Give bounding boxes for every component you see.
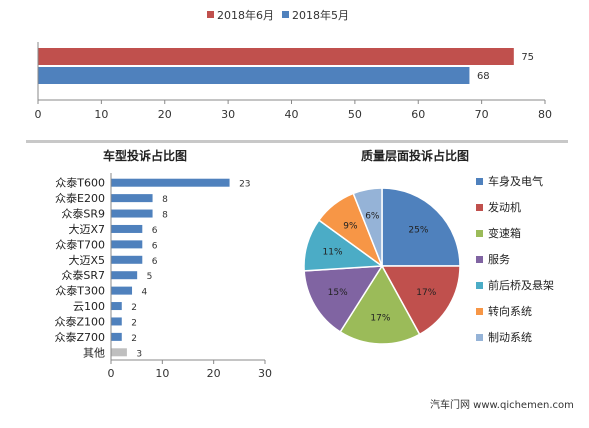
category-label-3: 大迈X7 bbox=[68, 222, 105, 236]
model-bar-5 bbox=[111, 255, 143, 264]
pie-label-5: 9% bbox=[343, 221, 358, 231]
model-data-label-0: 23 bbox=[239, 180, 250, 190]
top-x-tick-label-5: 50 bbox=[348, 108, 362, 121]
quality-complaint-chart: 质量层面投诉占比图 25% 17% 17% 15% 11% 9% 6% 车身及电气发动机变速箱服… bbox=[303, 148, 554, 345]
category-label-10: 众泰Z700 bbox=[54, 330, 105, 344]
category-label-11: 其他 bbox=[83, 346, 105, 359]
model-data-label-1: 8 bbox=[162, 195, 168, 205]
pie-label-0: 25% bbox=[408, 226, 428, 236]
model-bar-0 bbox=[111, 178, 230, 187]
model-data-label-10: 2 bbox=[131, 334, 137, 344]
legend-swatch-0 bbox=[207, 11, 214, 18]
pie-legend-label-5: 转向系统 bbox=[488, 304, 532, 318]
pie-legend-swatch-3 bbox=[476, 256, 483, 263]
pie-legend-label-0: 车身及电气 bbox=[488, 174, 543, 188]
chart-title: 质量层面投诉占比图 bbox=[361, 148, 469, 163]
category-label-9: 众泰Z100 bbox=[54, 314, 105, 328]
top-x-tick-label-8: 80 bbox=[538, 108, 552, 121]
pie-legend-swatch-0 bbox=[476, 178, 483, 185]
model-bar-1 bbox=[111, 194, 153, 203]
legend-label-1: 2018年5月 bbox=[292, 8, 349, 22]
model-data-label-8: 2 bbox=[131, 303, 137, 313]
pie-legend-swatch-2 bbox=[476, 230, 483, 237]
model-data-label-3: 6 bbox=[152, 226, 158, 236]
legend-label-0: 2018年6月 bbox=[217, 8, 274, 22]
category-label-7: 众泰T300 bbox=[55, 284, 105, 298]
pie-slice-0 bbox=[381, 187, 461, 267]
top-x-tick-label-6: 60 bbox=[411, 108, 425, 121]
category-label-4: 众泰T700 bbox=[55, 237, 105, 251]
category-label-2: 众泰SR9 bbox=[61, 207, 105, 221]
monthly-comparison-chart: 2018年6月 2018年5月 0 10 20 30 40 50 60 70 80 75 68 bbox=[35, 8, 553, 121]
pie-label-6: 6% bbox=[365, 211, 380, 221]
pie-legend-swatch-5 bbox=[476, 308, 483, 315]
model-bar-4 bbox=[111, 240, 143, 249]
model-data-label-5: 6 bbox=[152, 257, 158, 267]
pie-slice-3 bbox=[303, 265, 384, 333]
pie-legend-label-4: 前后桥及悬架 bbox=[488, 278, 554, 292]
pie-legend-swatch-4 bbox=[476, 282, 483, 289]
top-x-tick-label-1: 10 bbox=[94, 108, 108, 121]
model-bar-8 bbox=[111, 302, 122, 311]
model-bar-11 bbox=[111, 348, 127, 357]
bar-1 bbox=[38, 67, 470, 84]
pie-legend-label-3: 服务 bbox=[488, 253, 510, 266]
chart-title: 车型投诉占比图 bbox=[103, 148, 187, 163]
pie-legend-swatch-1 bbox=[476, 204, 483, 211]
pie-label-3: 15% bbox=[328, 288, 348, 298]
data-label-0: 75 bbox=[521, 52, 534, 63]
model-data-label-6: 5 bbox=[147, 272, 153, 282]
watermark: 汽车门网 www.qichemen.com bbox=[430, 400, 574, 411]
model-bar-7 bbox=[111, 286, 133, 295]
model-x-tick-label-0: 0 bbox=[108, 367, 115, 380]
pie-legend-swatch-6 bbox=[476, 334, 483, 341]
category-label-6: 众泰SR7 bbox=[61, 268, 105, 282]
model-bar-2 bbox=[111, 209, 153, 218]
model-bar-6 bbox=[111, 271, 138, 280]
data-label-1: 68 bbox=[477, 71, 490, 82]
pie-slice-1 bbox=[380, 265, 461, 336]
model-x-tick-label-2: 20 bbox=[207, 367, 221, 380]
category-label-0: 众泰T600 bbox=[55, 176, 105, 190]
top-x-tick-label-3: 30 bbox=[221, 108, 235, 121]
pie-slice-6 bbox=[352, 187, 383, 267]
pie-label-1: 17% bbox=[416, 288, 436, 298]
pie-label-2: 17% bbox=[370, 313, 390, 323]
model-bar-3 bbox=[111, 224, 143, 233]
pie-slice-2 bbox=[339, 264, 421, 345]
pie-label-4: 11% bbox=[323, 248, 343, 258]
pie-legend-label-2: 变速箱 bbox=[488, 226, 521, 240]
model-data-label-11: 3 bbox=[136, 349, 142, 359]
model-bar-9 bbox=[111, 317, 122, 326]
top-x-tick-label-2: 20 bbox=[158, 108, 172, 121]
top-x-tick-label-4: 40 bbox=[285, 108, 299, 121]
pie-legend-label-1: 发动机 bbox=[488, 200, 521, 214]
category-label-8: 云100 bbox=[73, 300, 105, 313]
category-label-1: 众泰E200 bbox=[55, 191, 105, 205]
top-x-tick-label-7: 70 bbox=[475, 108, 489, 121]
model-x-tick-label-1: 10 bbox=[155, 367, 169, 380]
model-data-label-4: 6 bbox=[152, 241, 158, 251]
section-divider bbox=[26, 140, 568, 143]
model-data-label-7: 4 bbox=[142, 288, 148, 298]
category-label-5: 大迈X5 bbox=[68, 253, 105, 267]
top-x-tick-label-0: 0 bbox=[35, 108, 42, 121]
model-bar-10 bbox=[111, 332, 122, 341]
model-x-tick-label-3: 30 bbox=[258, 367, 272, 380]
model-data-label-9: 2 bbox=[131, 318, 137, 328]
legend-swatch-1 bbox=[282, 11, 289, 18]
model-data-label-2: 8 bbox=[162, 211, 168, 221]
bar-0 bbox=[38, 48, 514, 65]
pie-legend-label-6: 制动系统 bbox=[488, 331, 532, 344]
